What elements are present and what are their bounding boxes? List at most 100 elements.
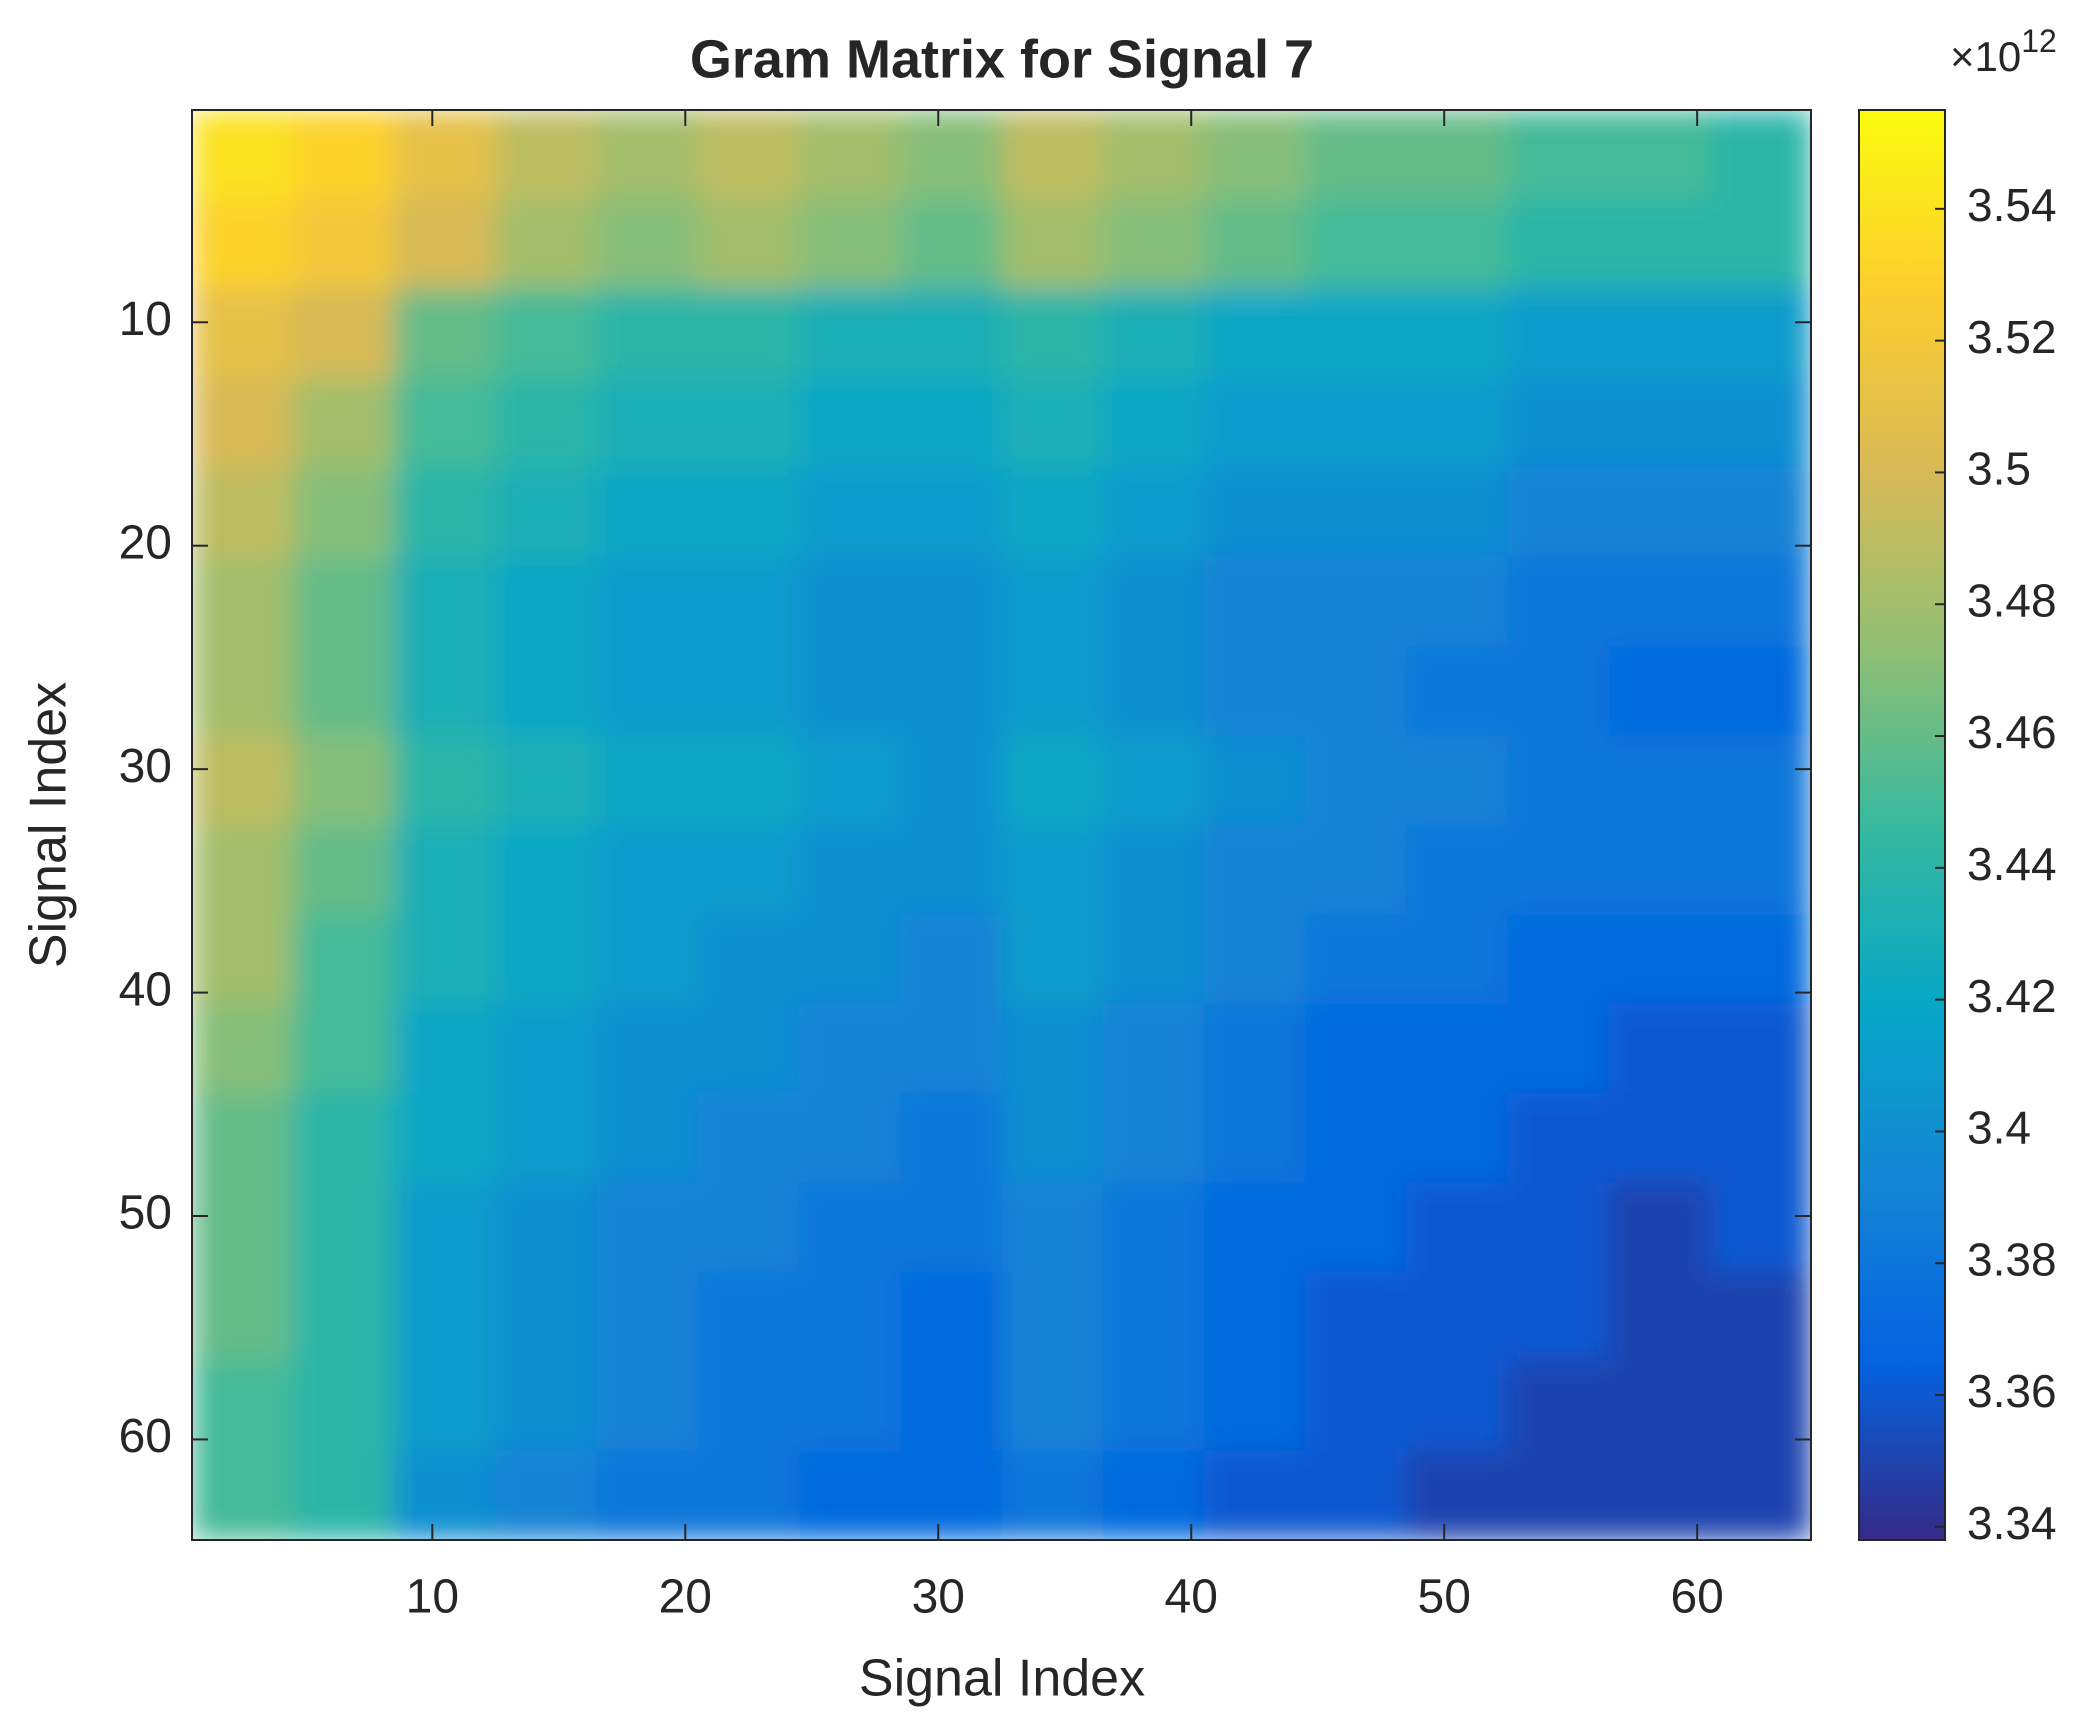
heatmap-cell (293, 288, 395, 379)
heatmap-cell (495, 646, 598, 737)
heatmap-cell (1608, 378, 1711, 468)
heatmap-cell (1608, 199, 1711, 290)
heatmap-cell (1001, 199, 1104, 290)
heatmap-cell (1001, 467, 1104, 558)
heatmap-cell (495, 199, 598, 290)
heatmap-cell (192, 556, 294, 647)
heatmap-cell (1608, 1182, 1711, 1273)
heatmap-cell (596, 1450, 699, 1540)
heatmap-cell (192, 1271, 294, 1362)
heatmap-cell (596, 467, 699, 558)
heatmap-cell (1102, 467, 1205, 558)
heatmap-cell (1203, 914, 1306, 1005)
heatmap-cell (192, 1003, 294, 1094)
heatmap-cell (1203, 825, 1306, 915)
heatmap-cell (1709, 646, 1811, 737)
x-axis-label: Signal Index (859, 1650, 1145, 1708)
heatmap-cell (1305, 556, 1407, 647)
heatmap-cell (1102, 110, 1205, 200)
heatmap-cell (394, 1003, 497, 1094)
heatmap-cell (394, 1450, 497, 1540)
heatmap-cell (394, 735, 497, 826)
heatmap-cell (1709, 735, 1811, 826)
heatmap-cell (799, 467, 901, 558)
heatmap-cell (697, 110, 800, 200)
heatmap-cell (1507, 1093, 1610, 1183)
colorbar-multiplier: ×1012 (1950, 23, 2057, 80)
heatmap-cell (293, 110, 395, 200)
y-tick-label: 60 (119, 1410, 172, 1463)
heatmap-cell (293, 1361, 395, 1452)
heatmap-cell (799, 1450, 901, 1540)
heatmap-cell (1608, 914, 1711, 1005)
heatmap-cell (1507, 914, 1610, 1005)
heatmap-cell (1102, 288, 1205, 379)
heatmap-cell (1709, 914, 1811, 1005)
heatmap-cell (1203, 1003, 1306, 1094)
heatmap-cell (900, 914, 1002, 1005)
x-tick-label: 30 (912, 1571, 965, 1624)
heatmap-cell (596, 825, 699, 915)
heatmap-cell (192, 1450, 294, 1540)
heatmap-cell (1203, 735, 1306, 826)
colorbar-tick-label: 3.42 (1967, 970, 2057, 1022)
heatmap-cell (799, 914, 901, 1005)
heatmap-cell (1608, 1093, 1711, 1183)
heatmap-cell (1305, 378, 1407, 468)
heatmap-cell (1709, 378, 1811, 468)
heatmap-cell (596, 556, 699, 647)
heatmap-cell (1001, 735, 1104, 826)
heatmap-cell (1709, 1271, 1811, 1362)
heatmap-cell (1203, 199, 1306, 290)
heatmap-cell (1305, 1093, 1407, 1183)
heatmap-cell (1203, 556, 1306, 647)
heatmap-cell (1406, 1361, 1508, 1452)
heatmap-cell (394, 825, 497, 915)
heatmap-cell (1305, 825, 1407, 915)
heatmap-cell (697, 288, 800, 379)
heatmap-cell (1608, 1450, 1711, 1540)
heatmap-cell (394, 467, 497, 558)
heatmap-cell (799, 556, 901, 647)
heatmap-cell (293, 378, 395, 468)
heatmap-cell (1305, 646, 1407, 737)
colorbar-tick-label: 3.38 (1967, 1233, 2057, 1285)
heatmap-cell (192, 199, 294, 290)
colorbar (1858, 109, 1946, 1541)
heatmap-cell (697, 914, 800, 1005)
heatmap-cell (1507, 110, 1610, 200)
heatmap-cell (596, 735, 699, 826)
heatmap-cell (596, 914, 699, 1005)
heatmap-cell (1203, 1361, 1306, 1452)
heatmap-cell (1203, 1182, 1306, 1273)
heatmap-cell (1507, 1361, 1610, 1452)
heatmap-cell (1406, 735, 1508, 826)
heatmap-cell (495, 556, 598, 647)
heatmap-cell (799, 1003, 901, 1094)
heatmap-cell (495, 110, 598, 200)
heatmap-cell (1305, 1361, 1407, 1452)
heatmap-cell (900, 825, 1002, 915)
heatmap-cell (900, 1003, 1002, 1094)
heatmap-cell (1406, 378, 1508, 468)
heatmap-cell (1305, 1182, 1407, 1273)
heatmap-cell (900, 110, 1002, 200)
heatmap-cell (192, 288, 294, 379)
heatmap-cell (799, 1361, 901, 1452)
heatmap-cell (495, 1271, 598, 1362)
heatmap-cell (900, 1361, 1002, 1452)
heatmap-cell (1406, 556, 1508, 647)
heatmap-cell (1709, 110, 1811, 200)
heatmap-cell (697, 1361, 800, 1452)
heatmap-cell (394, 1361, 497, 1452)
heatmap-cell (1709, 288, 1811, 379)
heatmap-cell (1608, 825, 1711, 915)
heatmap-cell (1305, 1003, 1407, 1094)
heatmap-cell (495, 1093, 598, 1183)
heatmap-cell (697, 1182, 800, 1273)
heatmap-cell (192, 1182, 294, 1273)
heatmap-cell (495, 914, 598, 1005)
heatmap-cell (799, 825, 901, 915)
heatmap-cell (1709, 199, 1811, 290)
heatmap-cell (1102, 1361, 1205, 1452)
